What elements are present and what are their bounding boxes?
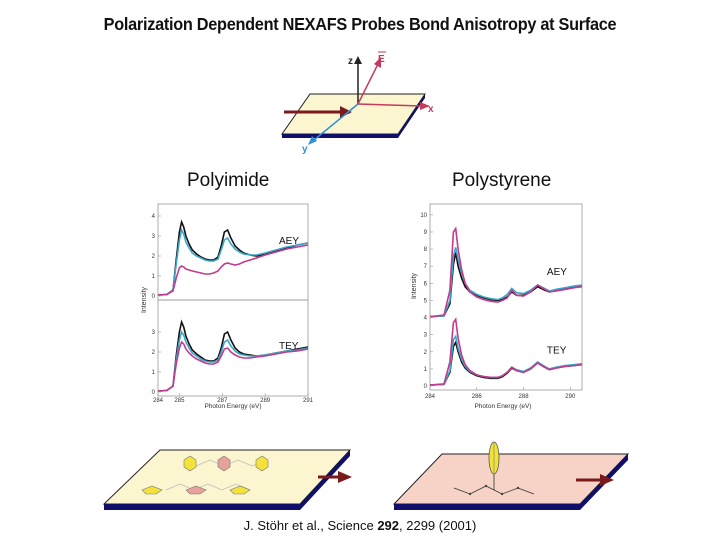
- polyimide-ytick-label: 3: [152, 234, 156, 240]
- beam-arrowhead: [340, 106, 352, 118]
- polystyrene-surface-diagram: [392, 441, 630, 510]
- polystyrene-ytick-label: 5: [424, 298, 428, 304]
- polyimide-aey-series-line: [157, 227, 309, 296]
- polystyrene-ytick-label: 9: [424, 230, 428, 236]
- flat-benzene-ring-icon: [229, 485, 251, 495]
- polystyrene-frame: [429, 203, 583, 391]
- polystyrene-tey-label: TEY: [547, 345, 567, 356]
- polystyrene-series-line: [429, 317, 583, 386]
- polystyrene-ytick-label: 10: [420, 213, 427, 219]
- polystyrene-series-line: [429, 334, 583, 386]
- polyimide-ytick-label: 2: [152, 350, 156, 356]
- slide-title: Polarization Dependent NEXAFS Probes Bon…: [103, 14, 617, 34]
- polyimide-xtick-label: 284: [153, 398, 164, 404]
- polystyrene-title: Polystyrene: [452, 170, 552, 191]
- polystyrene-chain-icon: [453, 472, 535, 495]
- polyimide-ylabel: Intensity: [141, 286, 148, 313]
- benzene-ring-icon: [183, 455, 197, 472]
- citation-volume: 292: [377, 518, 400, 533]
- e-vector-arrowhead: [374, 57, 381, 68]
- polystyrene-beam-arrowhead: [600, 474, 614, 486]
- polystyrene-xtick-label: 286: [472, 394, 483, 400]
- polyimide-molecule-bonds: [165, 459, 267, 491]
- polyimide-tey-series-line: [157, 340, 309, 392]
- polyimide-beam-arrowhead: [338, 471, 352, 483]
- polystyrene-ytick-label: 8: [424, 247, 428, 253]
- polyimide-xtick-label: 287: [217, 398, 228, 404]
- x-axis: [357, 103, 423, 107]
- polystyrene-ytick-label: 1: [424, 367, 428, 373]
- y-axis: [313, 103, 359, 141]
- polyimide-aey-series-line: [157, 244, 309, 296]
- polyimide-ytick-label: 0: [152, 294, 156, 300]
- polyimide-chart: 0 1 2 3 4 0 1 2 3 284 285 287 289 291 AEY TEY Photon …: [141, 203, 314, 410]
- polyimide-xtick-label: 289: [260, 398, 271, 404]
- polystyrene-aey-label: AEY: [547, 267, 567, 278]
- polystyrene-series-line: [429, 226, 583, 318]
- polystyrene-ytick-label: 3: [424, 333, 428, 339]
- polystyrene-xtick-label: 288: [519, 394, 530, 400]
- polystyrene-ytick-label: 2: [424, 350, 428, 356]
- e-vector-label: E: [378, 54, 385, 65]
- polyimide-tey-series-line: [157, 330, 309, 392]
- polyimide-ytick-label: 1: [152, 274, 156, 280]
- z-axis-arrowhead: [354, 56, 362, 64]
- polyimide-ytick-label: 2: [152, 254, 156, 260]
- polyimide-tey-label: TEY: [279, 341, 299, 352]
- polyimide-molecule-rings: [141, 455, 269, 495]
- polystyrene-xtick-label: 284: [425, 394, 436, 400]
- polystyrene-ytick-label: 7: [424, 264, 428, 270]
- surface-plane-edge: [282, 134, 398, 138]
- flat-benzene-ring-icon: [141, 485, 163, 495]
- citation: J. Stöhr et al., Science 292, 2299 (2001…: [0, 518, 720, 533]
- x-axis-label: x: [428, 104, 434, 115]
- polyimide-surface-diagram: [102, 449, 352, 510]
- citation-authors: J. Stöhr et al., Science: [243, 518, 378, 533]
- geometry-diagram: z x y E: [281, 51, 434, 154]
- polyimide-title: Polyimide: [187, 170, 270, 191]
- e-vector: [357, 63, 379, 105]
- flat-imide-ring-icon: [185, 485, 207, 495]
- polyimide-aey-series-line: [157, 219, 309, 296]
- y-axis-arrowhead: [308, 136, 317, 145]
- benzene-ring-icon: [255, 455, 269, 472]
- polystyrene-ytick-label: 0: [424, 384, 428, 390]
- polyimide-tey-series-line: [157, 319, 309, 392]
- polyimide-surface-edge: [104, 504, 300, 510]
- polystyrene-xtick-label: 290: [565, 394, 576, 400]
- polystyrene-xlabel: Photon Energy (eV): [474, 403, 531, 410]
- polystyrene-ytick-label: 6: [424, 281, 428, 287]
- polystyrene-series-line: [429, 247, 583, 318]
- polystyrene-ylabel: Intensity: [411, 272, 418, 299]
- polyimide-ytick-label: 0: [152, 390, 156, 396]
- y-axis-label: y: [302, 144, 308, 154]
- polystyrene-chain-atoms: [468, 484, 520, 496]
- z-axis-label: z: [348, 56, 353, 67]
- imide-ring-icon: [217, 455, 231, 472]
- polyimide-surface-side: [300, 450, 350, 510]
- polyimide-aey-frame: [157, 203, 309, 301]
- x-axis-arrowhead: [420, 102, 430, 110]
- polyimide-aey-label: AEY: [279, 236, 299, 247]
- polystyrene-ytick-label: 4: [424, 316, 428, 322]
- polyimide-ytick-label: 3: [152, 330, 156, 336]
- polystyrene-chart: 0 1 2 3 4 5 6 7 8 9 10 284 286 288 290 AEY TEY Photon En…: [411, 203, 583, 410]
- polyimide-ytick-label: 4: [152, 214, 156, 220]
- polyimide-xtick-label: 285: [174, 398, 185, 404]
- polyimide-ytick-label: 1: [152, 370, 156, 376]
- polyimide-xtick-label: 291: [303, 398, 314, 404]
- polystyrene-surface-edge: [394, 504, 580, 510]
- citation-pages: , 2299 (2001): [399, 518, 477, 533]
- polyimide-xlabel: Photon Energy (eV): [204, 403, 261, 410]
- surface-plane-side: [398, 94, 425, 138]
